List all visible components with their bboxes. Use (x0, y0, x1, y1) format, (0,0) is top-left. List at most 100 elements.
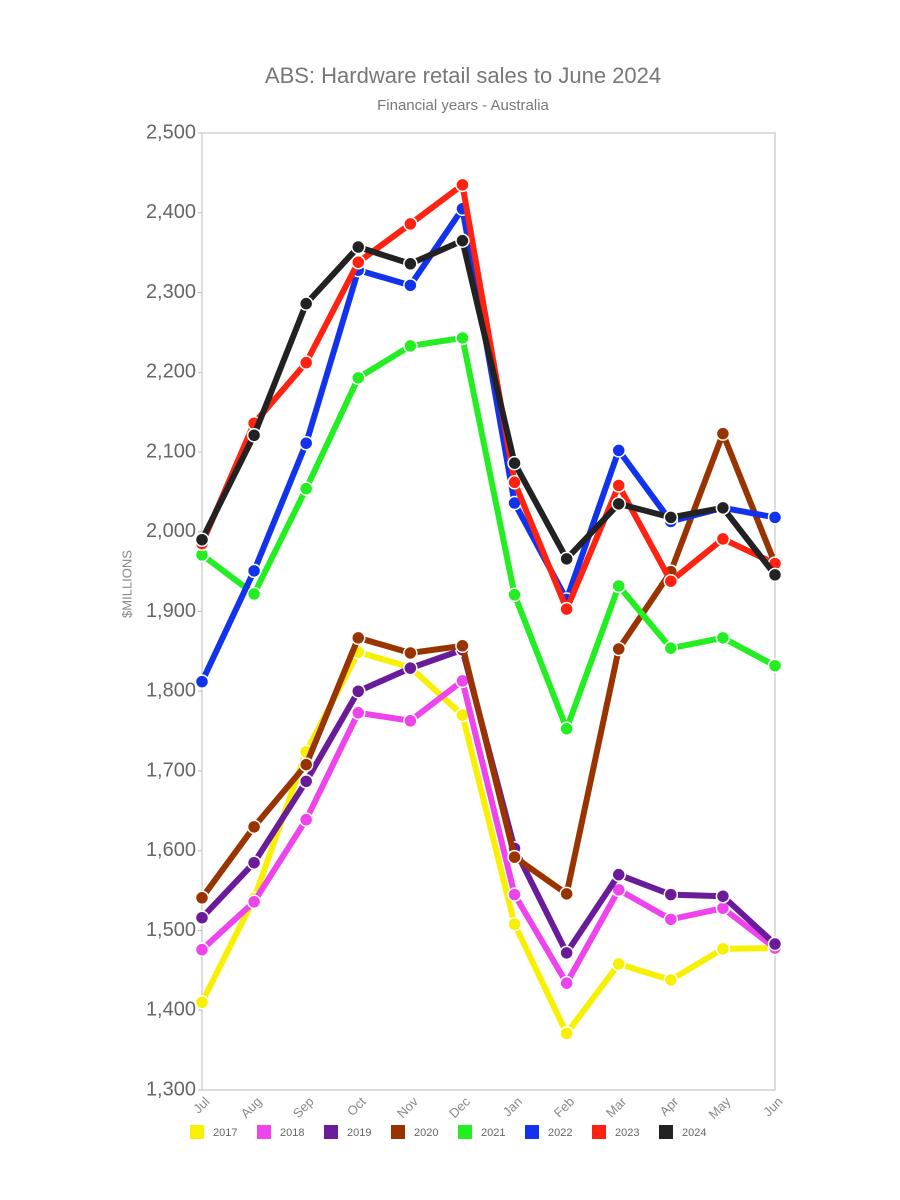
data-point (767, 936, 783, 952)
series-line (199, 677, 777, 987)
data-point (559, 975, 574, 991)
data-point (246, 819, 262, 835)
data-point (611, 956, 626, 972)
data-point (298, 355, 314, 370)
x-tick-label: Jun (760, 1094, 785, 1119)
series-line (199, 430, 778, 900)
data-point (194, 674, 210, 689)
data-point (298, 296, 314, 311)
data-point (298, 757, 314, 772)
data-point (611, 443, 626, 458)
x-tick-label: Dec (446, 1094, 473, 1121)
data-point (507, 887, 522, 902)
data-point (403, 338, 418, 354)
data-point (194, 890, 210, 906)
plot-frame (201, 132, 776, 1091)
data-point (351, 684, 366, 699)
legend-label: 2020 (414, 1127, 438, 1139)
y-tick-label: 2,100 (146, 440, 196, 462)
data-point (767, 658, 783, 673)
data-point (559, 721, 574, 736)
data-point (194, 532, 210, 547)
data-point (455, 330, 470, 346)
data-point (715, 426, 731, 441)
series-line (199, 205, 776, 683)
data-point (663, 640, 679, 656)
chart-subtitle: Financial years - Australia (377, 97, 549, 114)
data-point (403, 660, 418, 676)
legend-swatch (190, 1125, 204, 1139)
data-point (559, 551, 574, 567)
legend-swatch (391, 1125, 405, 1139)
data-point (507, 475, 522, 490)
x-tick-label: Feb (551, 1094, 577, 1120)
data-point (246, 563, 262, 579)
data-point (715, 630, 731, 646)
y-tick-label: 1,600 (146, 839, 196, 861)
data-point (403, 645, 418, 661)
data-point (559, 945, 574, 961)
y-tick-label: 2,300 (146, 281, 196, 303)
legend-label: 2022 (548, 1127, 572, 1139)
data-point (403, 278, 418, 293)
data-point (611, 867, 626, 882)
series-line (199, 649, 776, 1037)
data-point (403, 713, 418, 729)
data-point (559, 886, 574, 902)
data-point (611, 496, 626, 512)
data-point (194, 942, 210, 957)
data-point (455, 638, 470, 654)
data-point (403, 256, 418, 272)
data-point (611, 641, 626, 657)
legend-label: 2018 (280, 1127, 304, 1139)
y-tick-label: 2,000 (146, 520, 196, 542)
x-tick-label: Nov (394, 1094, 421, 1121)
legend-swatch (525, 1125, 539, 1139)
data-point (351, 630, 366, 646)
y-tick-label: 1,700 (146, 759, 196, 781)
data-point (663, 510, 679, 525)
data-point (663, 972, 679, 988)
legend-label: 2023 (615, 1127, 639, 1139)
y-tick-label: 1,400 (146, 999, 196, 1021)
data-point (246, 855, 262, 870)
x-tick-label: Mar (603, 1093, 630, 1120)
data-point (507, 849, 522, 865)
y-tick-label: 1,800 (146, 680, 196, 702)
data-point (298, 435, 314, 451)
legend-label: 2021 (481, 1127, 505, 1139)
data-point (559, 1026, 574, 1041)
data-point (194, 910, 210, 925)
x-tick-label: May (705, 1094, 733, 1122)
data-point (767, 567, 783, 583)
data-point (194, 995, 210, 1010)
legend-swatch (257, 1125, 271, 1139)
data-point (507, 455, 522, 471)
legend-label: 2024 (682, 1127, 706, 1139)
series-line (199, 237, 778, 577)
data-point (298, 812, 314, 827)
legend-swatch (592, 1125, 606, 1139)
data-point (351, 370, 366, 386)
y-tick-label: 2,400 (146, 201, 196, 223)
legend-label: 2019 (347, 1127, 371, 1139)
data-point (246, 586, 262, 602)
series-line (199, 181, 777, 613)
data-point (351, 239, 366, 255)
data-point (351, 705, 366, 721)
data-point (298, 774, 314, 789)
x-tick-label: Apr (656, 1093, 681, 1118)
y-tick-label: 2,500 (146, 121, 196, 143)
data-point (715, 941, 731, 957)
data-point (351, 254, 366, 270)
data-point (455, 177, 470, 193)
legend-label: 2017 (213, 1127, 237, 1139)
data-point (715, 500, 731, 516)
data-point (715, 888, 731, 904)
x-tick-label: Jan (500, 1094, 525, 1119)
series-line (200, 334, 777, 732)
data-point (611, 478, 626, 493)
data-point (507, 587, 522, 603)
data-point (507, 916, 522, 932)
